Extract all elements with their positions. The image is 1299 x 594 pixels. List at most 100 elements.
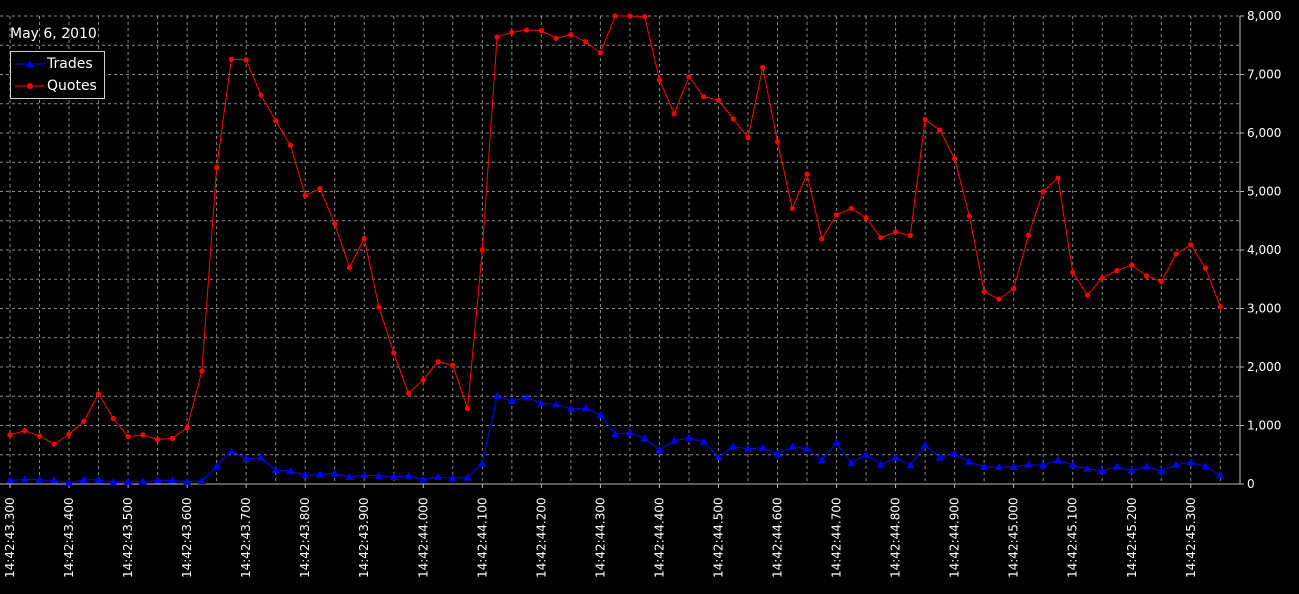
quotes-point — [110, 415, 116, 422]
y-tick-label: 0 — [1247, 477, 1255, 491]
quotes-point — [420, 377, 426, 383]
trades-point — [20, 475, 29, 483]
series-trades — [6, 392, 1225, 486]
quotes-point — [1143, 273, 1150, 279]
quotes-point — [774, 139, 781, 145]
trades-point — [625, 428, 634, 436]
trades-point — [227, 447, 236, 455]
quotes-point — [833, 212, 840, 218]
quotes-point — [243, 57, 249, 63]
quotes-point — [361, 235, 367, 241]
trades-point — [906, 461, 915, 469]
trades-point — [286, 467, 295, 475]
x-tick-label: 14:42:43.800 — [298, 497, 312, 578]
trades-point — [522, 393, 531, 401]
quotes-point — [479, 247, 485, 253]
trades-point — [891, 453, 900, 461]
quotes-point — [66, 431, 72, 437]
quotes-point — [464, 405, 471, 412]
trades-point — [596, 410, 605, 418]
quotes-point — [981, 288, 987, 295]
quotes-point — [376, 304, 382, 310]
quotes-point — [789, 205, 795, 212]
trades-point — [315, 470, 324, 478]
trades-point — [94, 475, 103, 483]
trades-point — [1127, 466, 1136, 474]
quotes-point — [199, 368, 205, 374]
trades-point — [50, 476, 59, 484]
trades-point — [183, 477, 192, 485]
quotes-point — [996, 296, 1002, 302]
trades-point — [434, 472, 443, 480]
trades-point — [581, 403, 590, 411]
quotes-point — [7, 432, 13, 438]
quotes-point — [391, 350, 397, 356]
quotes-point — [583, 39, 589, 45]
quotes-point — [405, 390, 412, 396]
trades-point — [1201, 462, 1210, 470]
x-tick-label: 14:42:44.600 — [771, 497, 785, 578]
trades-point — [65, 478, 74, 486]
x-tick-label: 14:42:43.300 — [3, 497, 17, 578]
chart-title: May 6, 2010 — [10, 26, 97, 42]
x-axis: 14:42:43.300 14:42:43.400 14:42:43.500 14:4… — [0, 483, 1240, 578]
trades-point — [330, 469, 339, 477]
trades-point — [714, 453, 723, 461]
trades-point — [404, 471, 413, 479]
quotes-point — [848, 205, 854, 212]
trades-point — [1157, 467, 1166, 475]
quotes-point — [494, 34, 500, 40]
x-tick-label: 14:42:45.200 — [1125, 497, 1139, 578]
quotes-point — [332, 221, 338, 227]
trades-point — [153, 476, 162, 484]
trades-point — [744, 444, 752, 452]
y-tick-label: 2,000 — [1247, 360, 1281, 374]
quotes-point — [878, 235, 884, 241]
legend-label-trades: Trades — [47, 56, 93, 72]
legend-item-trades: Trades — [11, 53, 104, 75]
quotes-point — [1129, 262, 1135, 268]
quotes-point — [656, 77, 663, 83]
x-tick-label: 14:42:44.800 — [889, 497, 903, 578]
trades-point — [419, 475, 428, 483]
quotes-point — [952, 156, 958, 162]
series-quotes — [7, 13, 1223, 447]
quotes-point — [287, 142, 294, 148]
trades-point — [242, 454, 251, 462]
quotes-point — [524, 27, 530, 33]
quotes-point — [125, 434, 131, 440]
quotes-point — [1188, 242, 1194, 248]
trades-point — [1098, 467, 1107, 475]
quotes-point — [597, 50, 604, 56]
quotes-point — [642, 13, 648, 20]
quotes-point — [302, 192, 308, 199]
trades-point — [1186, 458, 1195, 466]
x-tick-label: 14:42:44.100 — [475, 497, 489, 578]
trades-point — [862, 450, 871, 458]
trades-point — [109, 478, 118, 486]
x-tick-label: 14:42:44.300 — [593, 497, 607, 578]
trades-point — [1216, 471, 1225, 479]
x-tick-label: 14:42:45.300 — [1184, 497, 1198, 578]
trades-point — [758, 443, 767, 451]
quotes-point — [745, 135, 751, 141]
trades-point — [1142, 462, 1151, 470]
trades-point — [803, 444, 812, 452]
quotes-point — [140, 432, 146, 438]
quotes-point — [509, 29, 515, 35]
y-tick-label: 3,000 — [1247, 302, 1281, 316]
trades-point — [921, 441, 930, 449]
quotes-point — [863, 215, 869, 221]
trades-point — [168, 476, 177, 484]
trades-point — [1113, 462, 1121, 470]
quotes-point — [937, 127, 943, 133]
quotes-point — [893, 229, 899, 235]
trades-point — [493, 392, 502, 400]
quotes-point — [686, 74, 692, 80]
trades-point — [684, 433, 693, 441]
quotes-point — [22, 428, 28, 434]
trades-point — [345, 472, 354, 480]
quotes-point — [1025, 232, 1032, 238]
quotes-point — [214, 164, 220, 171]
